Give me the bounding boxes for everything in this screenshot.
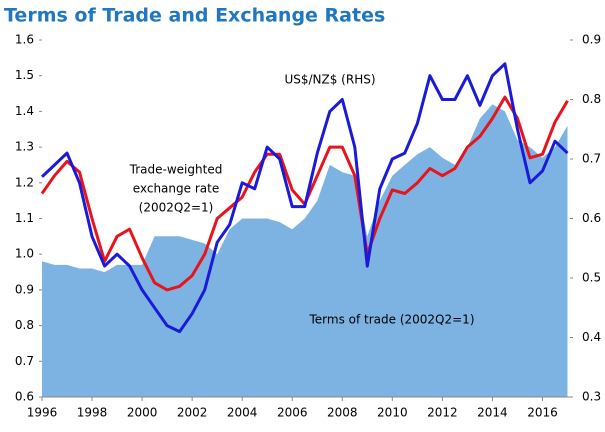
annotation: Trade-weighted	[129, 163, 223, 177]
x-tick-label: 2014	[477, 406, 508, 420]
x-tick-label: 2012	[427, 406, 458, 420]
x-tick-label: 2006	[277, 406, 308, 420]
y-tick-label: 1.3	[15, 140, 34, 154]
y-tick-label: 1.2	[15, 175, 34, 189]
x-tick-label: 1996	[27, 406, 58, 420]
y2-tick-label: 0.3	[582, 390, 601, 404]
y2-tick-label: 0.9	[582, 33, 601, 47]
y-tick-label: 0.7	[15, 354, 34, 368]
chart-title: Terms of Trade and Exchange Rates	[4, 5, 385, 27]
x-tick-label: 2000	[127, 406, 158, 420]
annotation: exchange rate	[133, 182, 219, 196]
y-tick-label: 0.6	[15, 390, 34, 404]
area	[42, 104, 568, 398]
x-tick-label: 2010	[377, 406, 408, 420]
y2-tick-label: 0.4	[582, 330, 601, 344]
y2-tick-label: 0.8	[582, 92, 601, 106]
annotation: Terms of trade (2002Q2=1)	[308, 313, 474, 327]
annotation: US$/NZ$ (RHS)	[284, 73, 375, 87]
y-tick-label: 0.8	[15, 318, 34, 332]
x-tick-label: 2008	[327, 406, 358, 420]
line	[40, 62, 569, 334]
y-tick-label: 1.4	[15, 104, 34, 118]
y2-tick-label: 0.7	[582, 152, 601, 166]
x-tick-label: 2002	[177, 406, 208, 420]
y-tick-label: 1.0	[15, 247, 34, 261]
y-tick-label: 0.9	[15, 282, 34, 296]
annotation: (2002Q2=1)	[139, 201, 214, 215]
y2-tick-label: 0.6	[582, 211, 601, 225]
x-tick-label: 1998	[77, 406, 108, 420]
x-tick-label: 2004	[227, 406, 258, 420]
x-tick-label: 2016	[527, 406, 558, 420]
y-tick-label: 1.6	[15, 33, 34, 47]
y-tick-label: 1.5	[15, 68, 34, 82]
y2-tick-label: 0.5	[582, 271, 601, 285]
y-tick-label: 1.1	[15, 211, 34, 225]
